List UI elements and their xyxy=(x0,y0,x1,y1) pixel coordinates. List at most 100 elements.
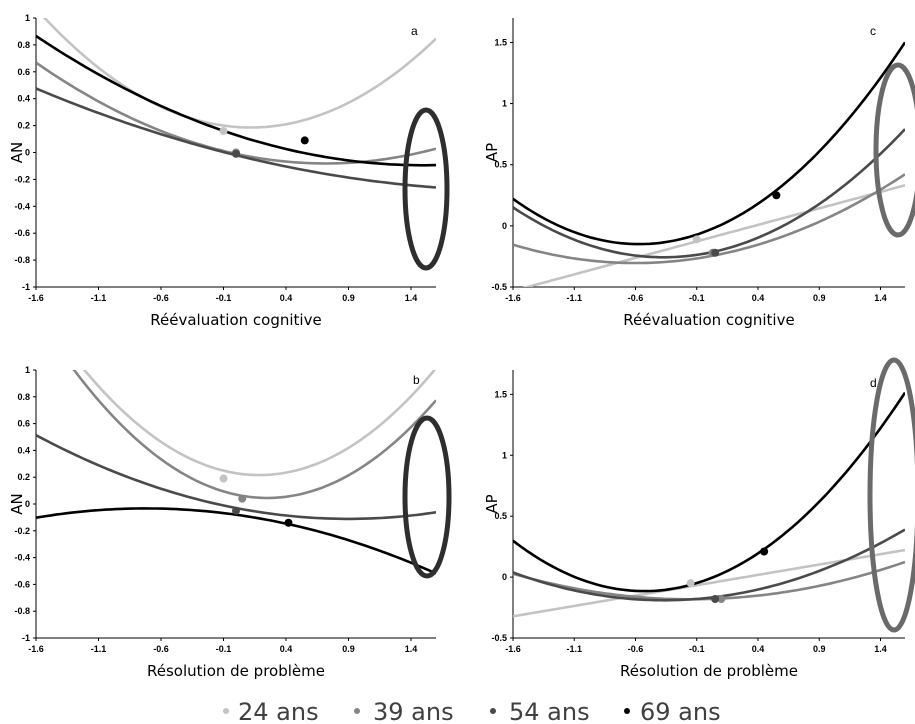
y-axis-title: AP xyxy=(483,143,501,162)
y-tick-label: -0.4 xyxy=(14,553,30,563)
x-tick-label: -1.6 xyxy=(28,293,44,303)
x-tick-label: -0.1 xyxy=(216,293,232,303)
highlight-ellipse xyxy=(402,415,452,579)
x-tick-label: 0.4 xyxy=(752,293,765,303)
legend-marker-54 xyxy=(490,708,496,714)
legend-label-24: 24 ans xyxy=(238,698,319,724)
x-tick-label: 0.9 xyxy=(342,644,355,654)
x-tick-label: 0.9 xyxy=(342,293,355,303)
panel-d: -0.5 0 0.5 1 1.5 -1.6 -1.1 -0.6 -0.1 0.4 0.9 1.4 Rés… xyxy=(483,357,915,680)
x-axis-title: Résolution de problème xyxy=(620,662,798,680)
x-tick-label: -1.1 xyxy=(566,293,582,303)
point-marker-24-ans xyxy=(686,579,695,588)
series-line-24-ans xyxy=(42,18,436,129)
y-tick-label: 1 xyxy=(502,99,507,109)
y-tick-label: 0.2 xyxy=(17,472,30,482)
series-line-24-ans xyxy=(82,370,436,477)
y-tick-label: 0.8 xyxy=(17,40,30,50)
y-tick-label: 0 xyxy=(502,572,507,582)
legend-marker-24 xyxy=(223,708,229,714)
x-tick-label: 0.4 xyxy=(280,293,293,303)
x-tick-label: 0.9 xyxy=(813,293,826,303)
series-group xyxy=(36,18,436,189)
highlight-ellipse xyxy=(402,107,450,271)
series-line-39-ans xyxy=(513,560,905,601)
x-axis-title: Résolution de problème xyxy=(147,662,325,680)
y-tick-label: -0.5 xyxy=(491,633,507,643)
x-tick-label: -1.6 xyxy=(28,644,44,654)
point-marker-54-ans xyxy=(711,595,720,604)
legend-marker-39 xyxy=(354,708,360,714)
panel-letter: d xyxy=(870,376,877,390)
legend-label-54: 54 ans xyxy=(509,698,590,724)
y-tick-label: -0.8 xyxy=(14,255,30,265)
series-line-24-ans xyxy=(522,184,905,287)
x-tick-label: 1.4 xyxy=(874,644,887,654)
series-line-24-ans xyxy=(513,548,905,618)
legend-marker-69 xyxy=(624,708,630,714)
y-tick-label: 0.5 xyxy=(494,160,507,170)
y-tick-label: -0.6 xyxy=(14,579,30,589)
x-tick-label: -0.6 xyxy=(628,293,644,303)
point-marker-39-ans xyxy=(717,595,726,604)
panel-a: -1 -0.8 -0.6 -0.4 -0.2 0 0.2 0.4 0.6 0.8 1 -1.6 -1.1… xyxy=(8,13,450,329)
panel-letter: c xyxy=(870,24,876,38)
legend-label-69: 69 ans xyxy=(640,698,721,724)
x-tick-label: -1.6 xyxy=(505,293,521,303)
y-tick-label: 0 xyxy=(25,499,30,509)
point-marker-69-ans xyxy=(772,191,781,200)
highlight-ellipse xyxy=(867,357,915,633)
legend-item-39: 39 ans xyxy=(354,698,454,724)
y-axis-title: AN xyxy=(8,493,26,514)
y-axis-title: AP xyxy=(483,494,501,513)
x-tick-label: -0.1 xyxy=(689,293,705,303)
y-tick-label: 1.5 xyxy=(494,389,507,399)
y-tick-label: -0.8 xyxy=(14,606,30,616)
point-marker-69-ans xyxy=(284,518,293,527)
series-line-69-ans xyxy=(36,34,436,167)
y-tick-label: -0.6 xyxy=(14,228,30,238)
series-line-54-ans xyxy=(36,87,436,189)
y-tick-label: -0.2 xyxy=(14,174,30,184)
legend-item-54: 54 ans xyxy=(490,698,590,724)
x-tick-label: 1.4 xyxy=(874,293,887,303)
point-marker-54-ans xyxy=(232,506,240,515)
x-tick-label: -0.1 xyxy=(689,644,705,654)
point-marker-54-ans xyxy=(711,248,720,257)
legend-item-69: 69 ans xyxy=(624,698,721,724)
point-marker-24-ans xyxy=(219,474,228,483)
series-group xyxy=(513,41,905,287)
x-tick-label: -0.6 xyxy=(153,644,169,654)
x-tick-label: -1.6 xyxy=(505,644,521,654)
point-marker-69-ans xyxy=(760,547,769,556)
panel-b: -1 -0.8 -0.6 -0.4 -0.2 0 0.2 0.4 0.6 0.8 1 -1.6 -1.1… xyxy=(8,365,452,680)
series-group xyxy=(36,370,436,575)
y-tick-label: 0.5 xyxy=(494,511,507,521)
series-line-39-ans xyxy=(72,370,436,500)
y-tick-label: 0.6 xyxy=(17,67,30,77)
point-marker-69-ans xyxy=(300,136,309,145)
y-tick-label: -0.5 xyxy=(491,282,507,292)
series-group xyxy=(513,391,905,618)
x-tick-label: -1.1 xyxy=(91,293,107,303)
legend-item-24: 24 ans xyxy=(223,698,319,724)
panel-letter: b xyxy=(413,373,420,387)
x-tick-label: 0.9 xyxy=(813,644,826,654)
point-marker-54-ans xyxy=(232,149,240,158)
x-tick-label: -0.1 xyxy=(216,644,232,654)
y-tick-label: 1 xyxy=(502,450,507,460)
series-line-54-ans xyxy=(36,433,436,521)
panel-letter: a xyxy=(411,24,418,38)
x-tick-label: 1.4 xyxy=(405,644,418,654)
legend: 24 ans 39 ans 54 ans 69 ans xyxy=(223,698,721,724)
x-tick-label: -0.6 xyxy=(153,293,169,303)
y-tick-label: 0 xyxy=(25,148,30,158)
legend-label-39: 39 ans xyxy=(373,698,454,724)
point-marker-24-ans xyxy=(219,126,228,135)
y-tick-label: -0.4 xyxy=(14,201,30,211)
highlight-ellipse xyxy=(873,62,915,238)
y-tick-label: 0.6 xyxy=(17,419,30,429)
y-tick-label: 1 xyxy=(25,13,30,23)
y-tick-label: -1 xyxy=(22,633,30,643)
